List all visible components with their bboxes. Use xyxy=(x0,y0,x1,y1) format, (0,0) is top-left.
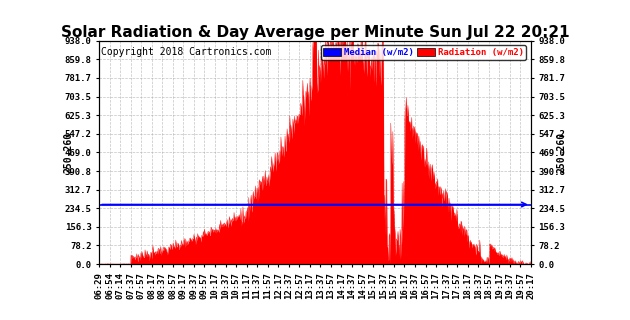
Title: Solar Radiation & Day Average per Minute Sun Jul 22 20:21: Solar Radiation & Day Average per Minute… xyxy=(60,25,570,40)
Text: Copyright 2018 Cartronics.com: Copyright 2018 Cartronics.com xyxy=(101,47,272,58)
Text: 250.260: 250.260 xyxy=(557,132,567,173)
Legend: Median (w/m2), Radiation (w/m2): Median (w/m2), Radiation (w/m2) xyxy=(321,45,526,60)
Text: 250.260: 250.260 xyxy=(63,132,73,173)
